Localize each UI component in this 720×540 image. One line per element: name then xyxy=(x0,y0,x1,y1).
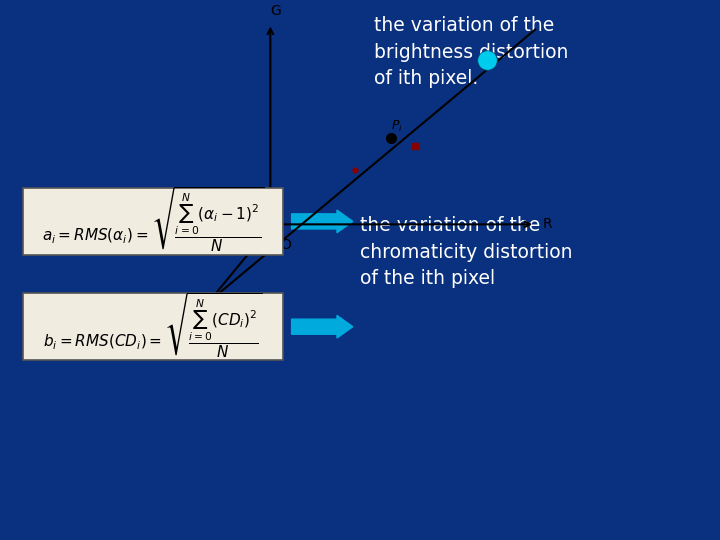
Text: $a_i = RMS(\alpha_i) = \sqrt{\dfrac{\sum_{i=0}^{N}(\alpha_i - 1)^2}{N}}$: $a_i = RMS(\alpha_i) = \sqrt{\dfrac{\sum… xyxy=(42,186,264,254)
FancyArrow shape xyxy=(292,210,353,233)
FancyBboxPatch shape xyxy=(23,293,283,360)
FancyArrow shape xyxy=(292,315,353,338)
Text: $P_i$: $P_i$ xyxy=(391,119,402,134)
FancyBboxPatch shape xyxy=(23,188,283,255)
Text: B: B xyxy=(176,329,186,343)
Text: O: O xyxy=(280,238,291,252)
Text: the variation of the
chromaticity distortion
of the ith pixel: the variation of the chromaticity distor… xyxy=(360,216,572,288)
Text: R: R xyxy=(542,218,552,231)
Text: G: G xyxy=(270,4,281,17)
Text: the variation of the
brightness distortion
of ith pixel.: the variation of the brightness distorti… xyxy=(374,16,569,88)
Text: $b_i = RMS(CD_i) = \sqrt{\dfrac{\sum_{i=0}^{N}(CD_i)^2}{N}}$: $b_i = RMS(CD_i) = \sqrt{\dfrac{\sum_{i=… xyxy=(43,291,263,360)
